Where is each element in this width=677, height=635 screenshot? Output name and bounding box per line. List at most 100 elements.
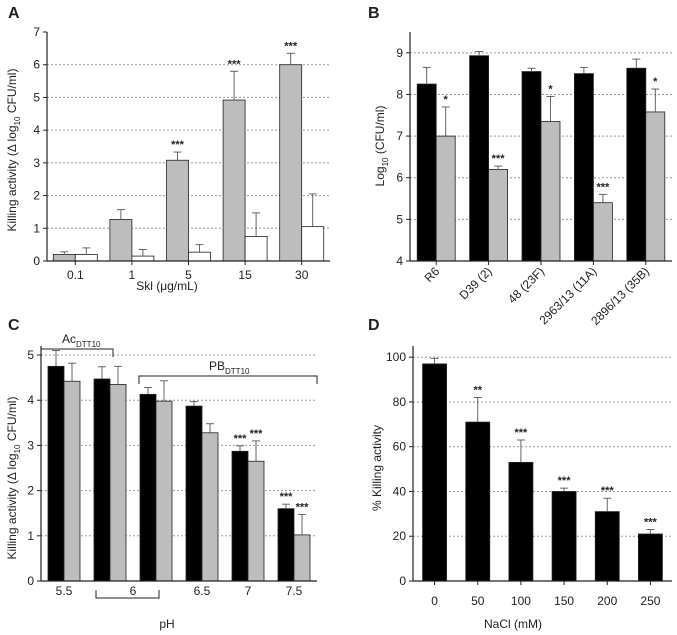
panel-d-xtick-label: 200 (597, 594, 617, 608)
panel-a-bar-white (74, 254, 98, 262)
panel-c-bar-gray (293, 534, 311, 582)
panel-d-xtick-label: 250 (640, 594, 660, 608)
panel-c-bar-gray (247, 460, 265, 582)
panel-d-significance: ** (473, 384, 482, 396)
panel-c-bar-black (231, 450, 249, 582)
panel-a-bar-gray (222, 99, 246, 262)
panel-b-significance: * (548, 84, 553, 96)
panel-a-ytick-label: 5 (33, 90, 40, 104)
panel-a-bar-gray (52, 254, 76, 262)
panel-b-bar-black (626, 67, 647, 262)
panel-a-xtick-label: 0.1 (67, 268, 84, 282)
panel-a-bar-white (188, 251, 211, 262)
panel-a-ytick-label: 7 (33, 25, 40, 39)
panel-c-xtick-label: 6 (130, 584, 137, 598)
panel-b-bar-gray (593, 202, 613, 262)
panel-a-ylabel: Killing activity (Δ log10 CFU/ml) (5, 69, 22, 232)
panel-c-ytick-label: 2 (27, 484, 34, 498)
panel-b-ylabel: Log10 (CFU/ml) (373, 106, 390, 187)
panel-a-ytick-label: 3 (33, 156, 40, 170)
panel-d-ytick-label: 80 (393, 395, 407, 409)
panel-c-significance: *** (234, 433, 248, 445)
panel-d-ytick-label: 20 (393, 529, 407, 543)
panel-c-xlabel: pH (159, 617, 174, 631)
pb-bracket-label: PBDTT10 (209, 359, 250, 376)
panel-d-bar-black (508, 461, 534, 582)
panel-a-ytick-label: 1 (33, 221, 40, 235)
panel-a-ytick-label: 0 (33, 254, 40, 268)
panel-c-ytick-label: 4 (27, 393, 34, 407)
panel-a-bar-gray (109, 219, 133, 262)
panel-a-significance: *** (171, 139, 185, 151)
pb-bracket (138, 375, 318, 384)
panel-c-xtick-label: 5.5 (56, 584, 73, 598)
panel-c-ytick-label: 0 (27, 574, 34, 588)
panel-c-bar-gray (109, 384, 127, 582)
panel-b-bar-gray (540, 121, 561, 262)
panel-c-significance: *** (296, 502, 310, 514)
panel-d-ytick-label: 100 (386, 350, 406, 364)
panel-a-xtick-label: 1 (129, 268, 136, 282)
panel-a-significance: *** (284, 40, 298, 52)
panel-b-xtick-label: D39 (2) (457, 264, 495, 302)
panel-d-significance: *** (558, 475, 572, 487)
panel-c-bar-black (185, 405, 203, 582)
panel-d-bar-black (422, 363, 447, 582)
panel-d-ytick-label: 0 (399, 574, 406, 588)
panel-b-bar-black (574, 73, 594, 262)
panel-b-ytick-label: 7 (396, 129, 403, 143)
panel-c-xtick-label: 7 (245, 584, 252, 598)
panel-d-xtick-label: 50 (471, 594, 485, 608)
panel-c-ytick-label: 1 (27, 529, 34, 543)
panel-b-significance: * (444, 94, 449, 106)
panel-c-ytick-label: 3 (27, 438, 34, 452)
panel-d-xtick-label: 150 (554, 594, 574, 608)
panel-d-bar-black (465, 421, 491, 582)
ac-bracket-label: AcDTT10 (62, 332, 101, 349)
panel-b-ytick-label: 8 (396, 87, 403, 101)
panel-d-label: D (368, 317, 380, 334)
panel-c-xtick-label: 6.5 (194, 584, 211, 598)
panel-c-ytick-label: 5 (27, 348, 34, 362)
panel-c-significance: *** (250, 428, 264, 440)
panel-b-bar-black (416, 83, 437, 262)
panel-a-xlabel: Skl (μg/mL) (136, 279, 198, 293)
panel-b-ytick-label: 6 (396, 171, 403, 185)
panel-b-bar-gray (435, 135, 456, 262)
panel-a-bar-gray (279, 64, 303, 262)
panel-c-bar-black (277, 508, 295, 582)
panel-a-bar-white (244, 236, 268, 262)
panel-c-bar-gray (201, 432, 219, 582)
panel-d-significance: *** (514, 427, 528, 439)
panel-a-label: A (8, 5, 20, 22)
panel-a-bar-white (301, 226, 325, 262)
panel-b-bar-gray (488, 168, 509, 262)
panel-a-ytick-label: 6 (33, 58, 40, 72)
panel-d-significance: *** (644, 517, 658, 529)
panel-c-bar-black (47, 365, 65, 582)
panel-c-ylabel: Killing activity (Δ log10 CFU/ml) (5, 397, 22, 560)
panel-c-bar-black (139, 393, 157, 582)
panel-b-ytick-label: 5 (396, 212, 403, 226)
panel-a-xtick-label: 15 (238, 268, 252, 282)
panel-c-brackets: AcDTT10 PBDTT10 (40, 332, 318, 599)
panel-b-ytick-label: 9 (396, 46, 403, 60)
panel-d-ytick-label: 60 (393, 440, 407, 454)
panel-d-xtick-label: 100 (511, 594, 531, 608)
panel-d-xtick-label: 0 (431, 594, 438, 608)
panel-b-bar-black (469, 55, 490, 262)
panel-c-bar-black (93, 378, 111, 582)
panel-b-label: B (368, 5, 380, 22)
panel-d-bar-black (551, 491, 577, 582)
panel-b-xtick-label: R6 (422, 264, 443, 285)
panel-b-ytick-label: 4 (396, 254, 403, 268)
panel-d-xlabel: NaCl (mM) (484, 617, 542, 631)
panel-c-xtick-label: 7.5 (286, 584, 303, 598)
panel-b-significance: *** (492, 153, 506, 165)
panel-c-bar-gray (63, 380, 81, 582)
